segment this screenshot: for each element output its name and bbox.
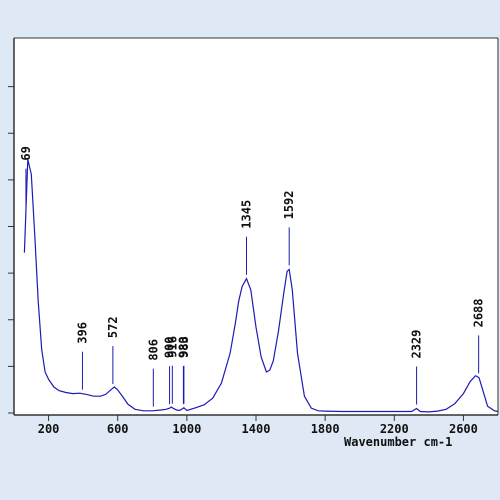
peak-label-4: 900 bbox=[163, 336, 177, 358]
x-tick-label-4: 1800 bbox=[311, 422, 340, 436]
x-ticks: 200 600 1000 1400 1800 2200 2600 bbox=[38, 415, 478, 436]
peak-label-7: 983 bbox=[177, 336, 191, 358]
plot-area bbox=[14, 38, 498, 415]
peak-label-9: 1592 bbox=[282, 190, 296, 219]
peak-label-10: 2329 bbox=[410, 330, 424, 359]
peak-label-11: 2688 bbox=[472, 298, 486, 327]
peak-label-0: 69 bbox=[19, 146, 33, 160]
peak-label-5: 916 bbox=[165, 336, 179, 358]
peak-label-6: 980 bbox=[176, 336, 190, 358]
x-tick-label-6: 2600 bbox=[449, 422, 478, 436]
x-tick-label-1: 600 bbox=[107, 422, 129, 436]
spectrum-series-line bbox=[23, 159, 499, 413]
peak-label-1: 396 bbox=[75, 322, 89, 344]
x-axis-title: Wavenumber cm-1 bbox=[344, 435, 452, 449]
x-tick-label-3: 1400 bbox=[242, 422, 271, 436]
peak-label-3: 806 bbox=[146, 339, 160, 361]
y-ticks bbox=[8, 86, 14, 414]
peak-label-8: 1345 bbox=[239, 200, 253, 229]
x-tick-label-2: 1000 bbox=[172, 422, 201, 436]
x-tick-label-5: 2200 bbox=[380, 422, 409, 436]
x-tick-label-0: 200 bbox=[38, 422, 60, 436]
peak-label-2: 572 bbox=[106, 316, 120, 338]
